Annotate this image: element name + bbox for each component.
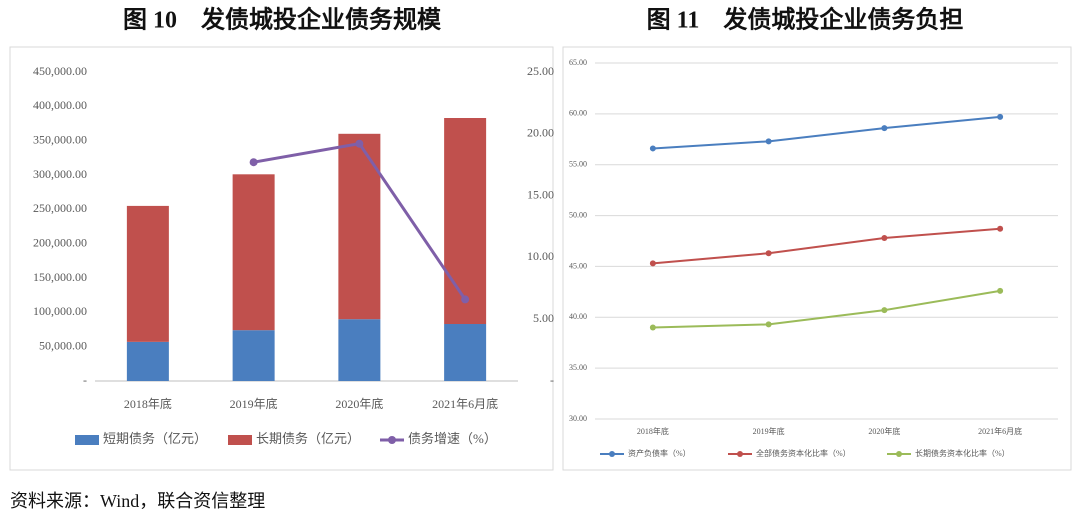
x-tick-label: 2019年底 <box>753 426 785 436</box>
y2-tick-label: 10.00 <box>527 249 554 263</box>
point <box>461 295 470 304</box>
x-tick-label: 2021年6月底 <box>978 426 1022 436</box>
y-tick-label: 350,000.00 <box>33 132 87 146</box>
bar <box>338 133 381 320</box>
legend-swatch <box>388 436 396 444</box>
y2-tick-label: 20.00 <box>527 126 554 140</box>
y-tick-label: 40.00 <box>569 312 587 321</box>
point <box>881 234 888 241</box>
legend-swatch <box>75 435 99 445</box>
y2-tick-label: 5.00 <box>533 311 554 325</box>
legend-label: 全部债务资本化比率（%） <box>756 448 851 458</box>
point <box>649 260 656 267</box>
y-tick-label: 200,000.00 <box>33 235 87 249</box>
bar <box>126 205 169 342</box>
legend-label: 长期债务（亿元） <box>256 431 360 446</box>
chart-title: 图 10 发债城投企业债务规模 <box>123 6 442 34</box>
y-tick-label: 50.00 <box>569 210 587 219</box>
line <box>652 289 1001 329</box>
point <box>765 138 772 145</box>
x-tick-label: 2018年底 <box>124 396 172 411</box>
x-tick-label: 2020年底 <box>335 396 383 411</box>
y-tick-label: 50,000.00 <box>39 338 87 352</box>
bar <box>338 319 381 381</box>
point <box>765 321 772 328</box>
bar <box>126 341 169 381</box>
point <box>355 139 364 148</box>
source-note: 资料来源：Wind，联合资信整理 <box>10 491 265 511</box>
legend-swatch <box>896 451 902 457</box>
y-tick-label: 300,000.00 <box>33 167 87 181</box>
point <box>997 113 1004 120</box>
y-tick-label: 65.00 <box>569 58 587 67</box>
chart-title: 图 11 发债城投企业债务负担 <box>647 6 964 34</box>
point <box>997 225 1004 232</box>
y-tick-label: 55.00 <box>569 160 587 169</box>
y2-tick-label: 25.00 <box>527 64 554 78</box>
y-tick-label: 45.00 <box>569 261 587 270</box>
y2-tick-label: 15.00 <box>527 187 554 201</box>
line <box>652 115 1001 150</box>
legend-label: 债务增速（%） <box>408 431 497 446</box>
x-tick-label: 2021年6月底 <box>432 396 498 411</box>
legend-label: 资产负债率（%） <box>628 448 691 458</box>
bar <box>232 174 275 331</box>
legend-swatch <box>737 451 743 457</box>
point <box>881 125 888 132</box>
point <box>649 324 656 331</box>
point <box>249 158 258 167</box>
y-tick-label: 250,000.00 <box>33 201 87 215</box>
y-tick-label: 450,000.00 <box>33 64 87 78</box>
legend-label: 长期债务资本化比率（%） <box>915 448 1010 458</box>
y-tick-label: 30.00 <box>569 414 587 423</box>
point <box>649 145 656 152</box>
x-tick-label: 2020年底 <box>868 426 900 436</box>
y-tick-label: 60.00 <box>569 109 587 118</box>
point <box>765 250 772 257</box>
legend-swatch <box>228 435 252 445</box>
point <box>997 287 1004 294</box>
x-tick-label: 2019年底 <box>230 396 278 411</box>
legend-label: 短期债务（亿元） <box>103 431 207 446</box>
line <box>652 227 1001 265</box>
y-tick-label: 150,000.00 <box>33 270 87 284</box>
legend-swatch <box>609 451 615 457</box>
y-tick-label: 100,000.00 <box>33 304 87 318</box>
y-tick-label: - <box>83 373 87 387</box>
bar <box>444 324 487 381</box>
y-tick-label: 400,000.00 <box>33 98 87 112</box>
x-tick-label: 2018年底 <box>637 426 669 436</box>
y2-tick-label: - <box>550 373 554 387</box>
bar <box>444 118 487 325</box>
bar <box>232 330 275 381</box>
y-tick-label: 35.00 <box>569 363 587 372</box>
panel <box>562 46 1072 471</box>
point <box>881 307 888 314</box>
